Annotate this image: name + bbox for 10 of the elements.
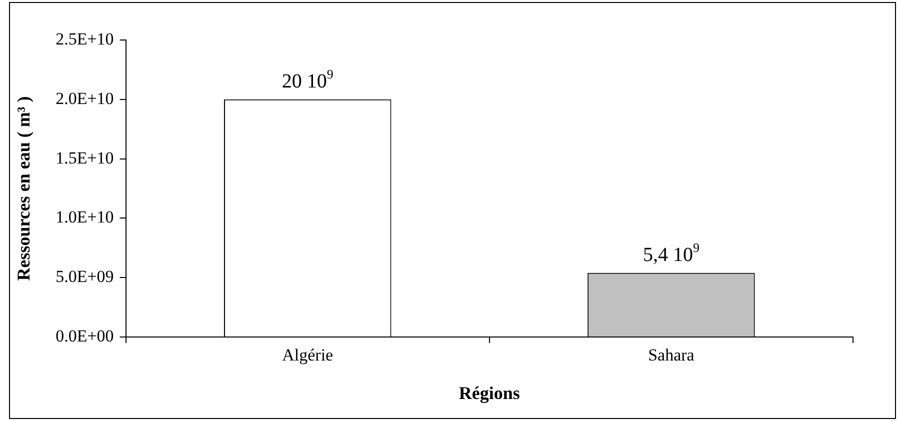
x-tick-label: Algérie: [282, 346, 334, 365]
y-tick-label: 1.5E+10: [56, 148, 114, 168]
x-axis-title: Régions: [458, 382, 520, 403]
y-tick-label: 5.0E+09: [56, 267, 114, 286]
y-tick-label: 2.0E+10: [56, 88, 114, 108]
x-tick-label: Sahara: [648, 346, 695, 365]
y-tick-label: 1.0E+10: [56, 208, 114, 227]
y-axis-title: Ressources en eau ( m³ ): [13, 96, 34, 281]
y-tick-label: 0.0E+00: [56, 326, 114, 346]
y-tick-label: 2.5E+10: [56, 29, 114, 48]
